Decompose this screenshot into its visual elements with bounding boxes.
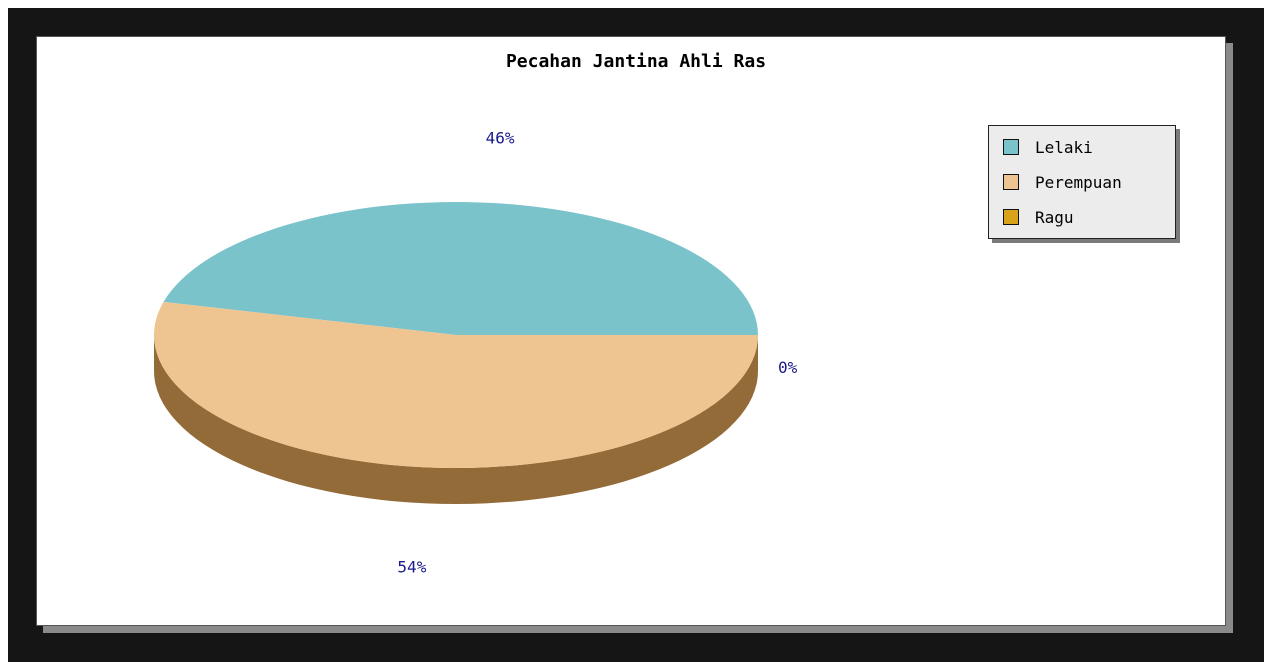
legend-swatch-lelaki <box>1003 139 1019 155</box>
data-label-perempuan: 54% <box>397 557 426 576</box>
data-label-ragu: 0% <box>778 358 798 377</box>
pie-data-labels: 46% 54% 0% <box>397 129 797 577</box>
legend-swatch-perempuan <box>1003 174 1019 190</box>
data-label-lelaki: 46% <box>486 129 515 148</box>
pie-slice-perempuan <box>153 301 758 469</box>
pie-slice-lelaki <box>163 202 758 335</box>
legend-label-ragu: Ragu <box>1035 207 1074 227</box>
legend-label-perempuan: Perempuan <box>1035 172 1122 192</box>
pie-sides <box>154 335 758 504</box>
chart-legend: Lelaki Perempuan Ragu <box>988 125 1176 239</box>
pie-side-perempuan <box>154 335 758 504</box>
legend-item-ragu: Ragu <box>1003 206 1074 228</box>
pie-slices <box>153 202 758 469</box>
legend-swatch-ragu <box>1003 209 1019 225</box>
legend-item-lelaki: Lelaki <box>1003 136 1093 158</box>
legend-item-perempuan: Perempuan <box>1003 171 1122 193</box>
legend-label-lelaki: Lelaki <box>1035 137 1093 157</box>
chart-title: Pecahan Jantina Ahli Ras <box>505 51 767 72</box>
